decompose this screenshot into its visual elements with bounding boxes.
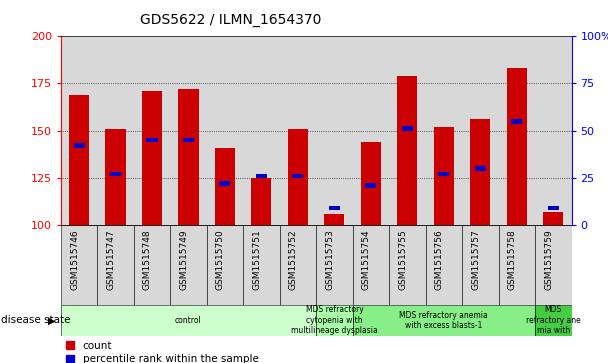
Bar	[548, 206, 559, 211]
Text: GSM1515754: GSM1515754	[362, 229, 371, 290]
Bar	[243, 36, 280, 225]
Bar	[134, 36, 170, 225]
Text: MDS
refractory ane
mia with: MDS refractory ane mia with	[526, 305, 581, 335]
Bar	[170, 36, 207, 225]
Bar	[434, 127, 454, 225]
Bar	[316, 225, 353, 305]
Text: GSM1515750: GSM1515750	[216, 229, 225, 290]
Bar	[97, 36, 134, 225]
Bar	[353, 36, 389, 225]
Bar	[219, 181, 230, 186]
Bar	[462, 225, 499, 305]
Text: ▶: ▶	[49, 315, 56, 325]
Bar	[288, 129, 308, 225]
Bar	[470, 119, 490, 225]
Bar	[361, 142, 381, 225]
Text: GSM1515759: GSM1515759	[544, 229, 553, 290]
Bar	[170, 225, 207, 305]
Bar	[511, 119, 522, 123]
Text: MDS refractory
cytopenia with
multilineage dysplasia: MDS refractory cytopenia with multilinea…	[291, 305, 378, 335]
Bar	[438, 172, 449, 176]
Text: GSM1515751: GSM1515751	[252, 229, 261, 290]
Bar	[499, 36, 535, 225]
Legend: count, percentile rank within the sample: count, percentile rank within the sample	[66, 341, 258, 363]
Text: GSM1515748: GSM1515748	[143, 229, 152, 290]
Text: GSM1515757: GSM1515757	[471, 229, 480, 290]
Bar	[134, 225, 170, 305]
Text: GDS5622 / ILMN_1654370: GDS5622 / ILMN_1654370	[140, 13, 322, 27]
Bar	[215, 148, 235, 225]
Bar	[475, 166, 486, 171]
Text: GSM1515747: GSM1515747	[106, 229, 116, 290]
Bar	[402, 126, 413, 131]
Bar	[280, 36, 316, 225]
Text: GSM1515746: GSM1515746	[70, 229, 79, 290]
Bar	[207, 225, 243, 305]
Bar	[142, 91, 162, 225]
Bar	[280, 225, 316, 305]
Bar	[147, 138, 157, 143]
Bar	[183, 138, 194, 143]
Text: GSM1515758: GSM1515758	[508, 229, 517, 290]
Bar	[535, 305, 572, 336]
Bar	[329, 206, 340, 211]
Text: GSM1515753: GSM1515753	[325, 229, 334, 290]
Text: MDS refractory anemia
with excess blasts-1: MDS refractory anemia with excess blasts…	[399, 311, 488, 330]
Bar	[426, 36, 462, 225]
Bar	[462, 36, 499, 225]
Bar	[105, 129, 125, 225]
Bar	[353, 305, 535, 336]
Bar	[69, 95, 89, 225]
Bar	[61, 225, 97, 305]
Bar	[61, 36, 97, 225]
Bar	[61, 305, 316, 336]
Text: GSM1515752: GSM1515752	[289, 229, 298, 290]
Bar	[543, 212, 563, 225]
Bar	[535, 225, 572, 305]
Text: disease state: disease state	[1, 315, 71, 325]
Bar	[389, 225, 426, 305]
Bar	[243, 225, 280, 305]
Bar	[397, 76, 417, 225]
Text: GSM1515756: GSM1515756	[435, 229, 444, 290]
Bar	[207, 36, 243, 225]
Bar	[365, 183, 376, 188]
Bar	[292, 174, 303, 178]
Bar	[353, 225, 389, 305]
Bar	[506, 68, 527, 225]
Bar	[74, 143, 85, 148]
Bar	[251, 178, 271, 225]
Text: control: control	[175, 316, 202, 325]
Bar	[499, 225, 535, 305]
Bar	[97, 225, 134, 305]
Bar	[110, 172, 121, 176]
Bar	[324, 214, 344, 225]
Bar	[535, 36, 572, 225]
Bar	[316, 305, 353, 336]
Bar	[178, 89, 198, 225]
Bar	[256, 174, 267, 178]
Text: GSM1515755: GSM1515755	[398, 229, 407, 290]
Bar	[316, 36, 353, 225]
Bar	[426, 225, 462, 305]
Text: GSM1515749: GSM1515749	[179, 229, 188, 290]
Bar	[389, 36, 426, 225]
